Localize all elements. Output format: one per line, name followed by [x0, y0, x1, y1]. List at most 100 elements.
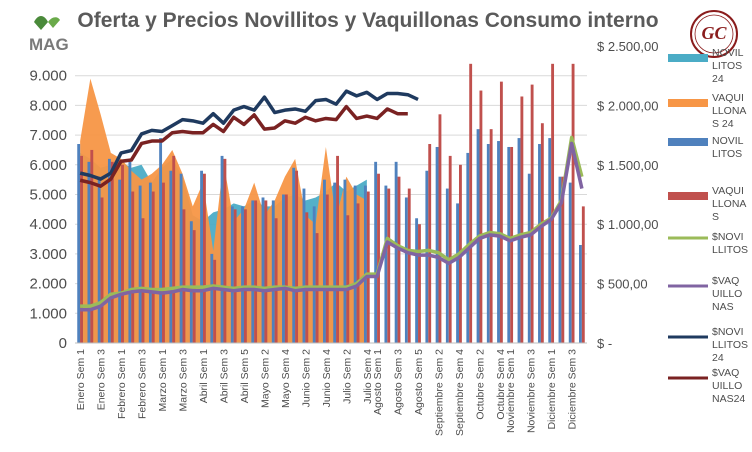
legend-label: $NOVI — [712, 326, 744, 338]
bar-novillitos — [538, 144, 541, 343]
y-tick-label: 9.000 — [29, 68, 67, 85]
bar-vaquillonas — [110, 161, 114, 343]
y-tick-label: 4.000 — [29, 216, 67, 233]
bar-novillitos — [241, 206, 244, 343]
bar-novillitos — [507, 146, 511, 343]
bar-vaquillonas — [366, 191, 370, 343]
bar-novillitos — [456, 203, 459, 343]
x-tick-label: Enero Sem 1 — [75, 349, 87, 410]
x-tick-label: Octubre Sem 2 — [474, 349, 486, 420]
bar-novillitos — [118, 179, 122, 343]
y2-tick-label: $ 2.500,00 — [597, 39, 658, 54]
bar-vaquillonas — [325, 194, 329, 343]
bar-novillitos — [415, 218, 419, 343]
bar-novillitos — [425, 170, 429, 343]
bar-novillitos — [77, 144, 81, 343]
mag-leaf-icon-2 — [48, 17, 60, 28]
bar-novillitos — [220, 155, 224, 343]
legend-label: 24 — [712, 73, 724, 85]
bar-novillitos — [394, 161, 398, 343]
legend-label: LLITOS — [712, 244, 748, 256]
bar-vaquillonas — [356, 203, 360, 343]
bar-vaquillonas — [131, 191, 135, 343]
bar-novillitos — [230, 206, 234, 343]
bar-vaquillonas — [540, 123, 544, 343]
x-tick-label: Septiembre Sem 4 — [454, 349, 466, 436]
mag-leaf-icon — [34, 16, 48, 30]
bar-vaquillonas — [407, 188, 411, 343]
legend-label: LLONA — [712, 198, 746, 210]
y2-tick-label: $ - — [597, 336, 612, 351]
legend-label: LLONA — [712, 105, 746, 117]
x-tick-label: Julio Sem 4 — [362, 349, 374, 404]
legend-label: UILLO — [712, 380, 742, 392]
x-tick-label: Agosto Sem 5 — [413, 349, 425, 415]
bar-vaquillonas — [499, 81, 503, 343]
x-tick-label: Diciembre Sem 3 — [567, 349, 579, 430]
line--vaquillonas — [80, 141, 584, 312]
legend-label: NAS — [712, 301, 734, 313]
x-tick-label: Noviembre Sem 3 — [526, 349, 538, 433]
x-tick-label: Septiembre Sem 2 — [434, 349, 446, 436]
bar-novillitos — [363, 185, 367, 343]
legend-label: 24 — [712, 352, 724, 364]
x-tick-label: Marzo Sem 3 — [178, 349, 190, 412]
mag-logo: MAG — [29, 16, 69, 54]
bar-novillitos — [97, 176, 101, 343]
bar-vaquillonas — [336, 155, 339, 343]
line--vaquillonas24 — [79, 104, 408, 188]
bar-novillitos — [323, 179, 326, 343]
bar-vaquillonas — [397, 176, 401, 343]
bar-vaquillonas — [100, 197, 104, 343]
bar-vaquillonas — [581, 206, 585, 343]
gc-logo: GC — [690, 10, 738, 58]
legend-label: LLITOS — [712, 339, 748, 351]
legend-swatch — [668, 138, 708, 146]
x-tick-label: Noviembre Sem 1 — [505, 349, 517, 433]
plot-area — [75, 63, 587, 344]
bar-novillitos — [107, 158, 111, 343]
bar-vaquillonas — [295, 170, 299, 343]
bar-novillitos — [548, 138, 552, 343]
bar-vaquillonas — [469, 63, 473, 343]
bar-vaquillonas — [346, 215, 350, 343]
bar-novillitos — [251, 200, 255, 343]
bar-novillitos — [486, 144, 490, 343]
legend-swatch — [668, 54, 708, 62]
y2-tick-label: $ 500,00 — [597, 277, 648, 292]
y-tick-label: 2.000 — [29, 276, 67, 293]
legend-label: $VAQ — [712, 367, 739, 379]
y2-tick-label: $ 1.000,00 — [597, 217, 658, 232]
bar-novillitos — [261, 197, 265, 343]
x-tick-label: Junio Sem 4 — [321, 349, 333, 408]
bar-novillitos — [404, 197, 408, 343]
bar-vaquillonas — [448, 155, 452, 343]
bar-novillitos — [138, 185, 142, 343]
bar-vaquillonas — [141, 218, 145, 343]
x-tick-label: Abril Sem 1 — [198, 349, 210, 403]
bar-novillitos — [353, 185, 357, 343]
gc-seal-circle — [690, 10, 738, 58]
bar-vaquillonas — [203, 173, 206, 343]
bar-novillitos — [517, 138, 521, 343]
bar-novillitos — [497, 141, 500, 343]
y-axis-left: 0 1.000 2.000 3.000 4.000 5.000 6.000 7.000 8.00… — [29, 68, 67, 352]
bar-vaquillonas — [223, 158, 227, 343]
x-tick-label: Junio Sem 2 — [300, 349, 312, 408]
bar-novillitos — [445, 188, 449, 343]
x-tick-label: Diciembre Sem 1 — [546, 349, 558, 430]
bar-vaquillonas — [254, 200, 258, 343]
legend-label: NOVIL — [712, 47, 744, 59]
x-tick-label: Julio Sem 2 — [341, 349, 353, 404]
bar-vaquillonas — [233, 209, 237, 343]
bar-vaquillonas — [243, 209, 247, 343]
y-tick-label: 6.000 — [29, 157, 67, 174]
bar-vaquillonas — [172, 155, 176, 343]
bar-vaquillonas — [151, 191, 155, 343]
legend-label: LITOS — [712, 148, 742, 160]
bar-vaquillonas — [305, 212, 309, 343]
gc-seal-inner-circle — [694, 14, 734, 54]
bar-novillitos — [384, 185, 388, 343]
